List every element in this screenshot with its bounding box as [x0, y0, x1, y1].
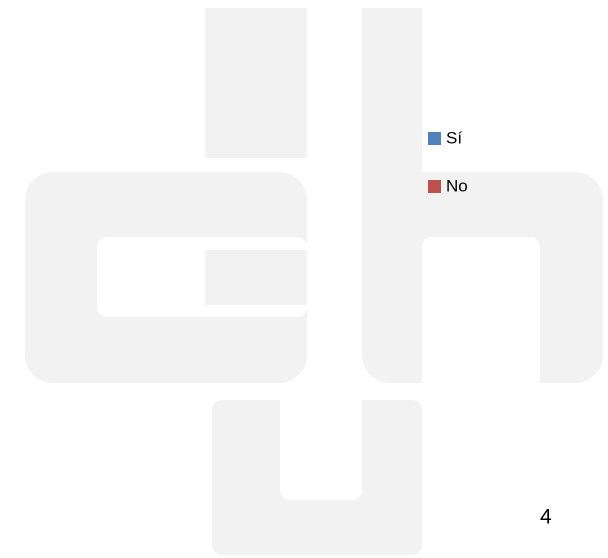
legend-label: No: [446, 176, 468, 195]
legend-swatch: [428, 180, 441, 193]
logo-u-inner: [280, 390, 362, 500]
logo-square: [205, 250, 307, 305]
page-number: 4: [540, 506, 552, 529]
legend-swatch: [428, 132, 441, 145]
legend-label: Sí: [446, 128, 462, 147]
logo-bar: [205, 8, 307, 158]
watermark-logo: [25, 8, 603, 555]
logo-h-inner: [422, 237, 540, 397]
